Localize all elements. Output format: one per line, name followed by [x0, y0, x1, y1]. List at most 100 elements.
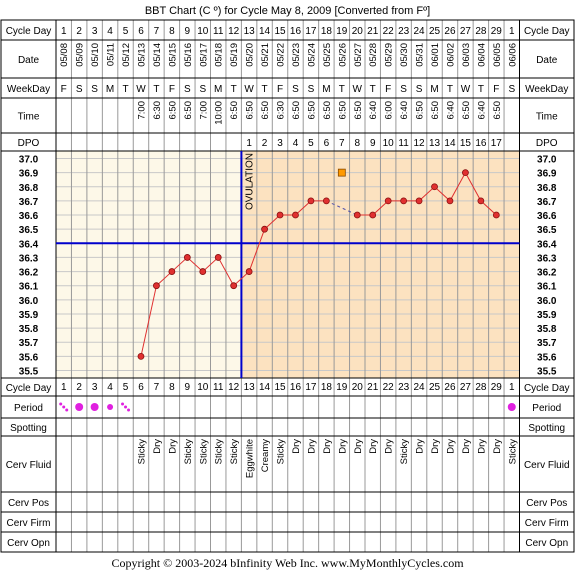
weekday-label: T — [262, 84, 268, 95]
cycle-day-label: 6 — [138, 26, 144, 37]
cerv-fluid-label: Dry — [152, 439, 163, 454]
y-tick-label-left: 36.9 — [19, 169, 39, 180]
weekday-label: F — [169, 84, 175, 95]
weekday-label: S — [508, 84, 515, 95]
temperature-point — [261, 225, 268, 233]
time-label: 6:50 — [415, 101, 426, 120]
cycle-day-label-bottom: 22 — [383, 382, 395, 393]
cerv-fluid-label: Sticky — [276, 439, 287, 465]
table-rows: Cycle Day Cycle Day Date Date WeekDay WeekDay… — [6, 26, 570, 549]
row-label-left: Cerv Opn — [7, 538, 50, 549]
weekday-label: M — [214, 84, 222, 95]
y-tick-label-left: 35.9 — [19, 310, 39, 321]
y-tick-label-left: 36.2 — [19, 268, 39, 279]
row-label-left: Cycle Day — [6, 383, 52, 394]
chart-title: BBT Chart (C º) for Cycle May 8, 2009 [C… — [145, 5, 430, 17]
date-label: 05/27 — [353, 43, 364, 67]
cycle-day-label-bottom: 10 — [197, 382, 209, 393]
y-tick-label-right: 36.1 — [537, 282, 557, 293]
cycle-day-label-bottom: 12 — [228, 382, 240, 393]
dpo-label: 13 — [429, 138, 441, 149]
time-label: 6:50 — [229, 101, 240, 120]
date-label: 05/21 — [260, 43, 271, 67]
y-tick-label-left: 36.3 — [19, 253, 39, 264]
y-tick-label-right: 35.7 — [537, 338, 557, 349]
y-tick-label-left: 36.5 — [19, 225, 39, 236]
weekday-label: S — [199, 84, 206, 95]
date-label: 05/08 — [59, 43, 70, 67]
weekday-label: W — [461, 84, 471, 95]
temperature-point — [431, 183, 438, 191]
date-label: 05/15 — [167, 43, 178, 67]
weekday-label: S — [76, 84, 83, 95]
time-label: 6:50 — [306, 101, 317, 120]
temperature-point — [292, 211, 299, 219]
row-label-right: Time — [536, 112, 558, 123]
cycle-day-label-bottom: 13 — [244, 382, 256, 393]
temperature-plot: OVULATION — [56, 151, 520, 378]
date-label: 05/10 — [90, 43, 101, 67]
weekday-label: F — [385, 84, 391, 95]
y-tick-label-left: 36.6 — [19, 211, 39, 222]
period-light-dot — [62, 405, 66, 409]
dpo-label: 5 — [308, 138, 314, 149]
row-label-left: Period — [14, 403, 43, 414]
weekday-label: M — [106, 84, 114, 95]
cycle-day-label: 11 — [213, 26, 224, 37]
date-label: 05/13 — [136, 43, 147, 67]
time-label: 6:40 — [445, 101, 456, 120]
cycle-day-label: 22 — [383, 26, 395, 37]
cerv-fluid-label: Dry — [306, 439, 317, 454]
time-label: 6:50 — [353, 101, 364, 120]
period-light-dot — [65, 408, 69, 412]
row-label-right: Cerv Firm — [525, 518, 569, 529]
row-label-right: Cycle Day — [524, 26, 570, 37]
special-marker — [337, 168, 346, 177]
cycle-day-label-bottom: 2 — [76, 382, 82, 393]
temperature-point — [307, 197, 315, 205]
time-label: 6:30 — [152, 101, 163, 120]
row-label-right: DPO — [536, 138, 558, 149]
cycle-day-label-bottom: 26 — [444, 382, 456, 393]
row-label-right: Cerv Fluid — [524, 460, 570, 471]
weekday-label: S — [292, 84, 299, 95]
weekday-label: M — [430, 84, 438, 95]
time-label: 6:50 — [492, 101, 503, 120]
cycle-day-label: 25 — [429, 26, 441, 37]
y-tick-label-left: 35.5 — [19, 367, 39, 378]
time-label: 7:00 — [198, 101, 209, 120]
cycle-day-label-bottom: 19 — [336, 382, 348, 393]
time-label: 6:40 — [476, 101, 487, 120]
y-tick-label-right: 36.4 — [537, 239, 557, 250]
date-label: 05/26 — [337, 43, 348, 67]
cycle-day-label-bottom: 8 — [169, 382, 175, 393]
row-label-left: Spotting — [10, 423, 47, 434]
dpo-label: 17 — [491, 138, 503, 149]
y-tick-label-right: 36.3 — [537, 253, 557, 264]
y-tick-label-right: 35.9 — [537, 310, 557, 321]
y-tick-label-left: 35.7 — [19, 338, 39, 349]
row-label-right: WeekDay — [525, 84, 568, 95]
dpo-label: 15 — [460, 138, 472, 149]
temperature-point — [199, 268, 207, 275]
cycle-day-label-bottom: 7 — [154, 382, 160, 393]
temperature-point — [137, 352, 145, 360]
row-label-left: Cerv Pos — [8, 498, 49, 509]
time-label: 6:50 — [260, 101, 271, 120]
temperature-point — [183, 254, 191, 261]
dpo-label: 11 — [398, 138, 409, 149]
cycle-day-label-bottom: 29 — [491, 382, 503, 393]
row-label-left: Cerv Fluid — [6, 460, 52, 471]
date-label: 05/25 — [322, 43, 333, 67]
period-light-dot — [59, 402, 63, 406]
temperature-point — [477, 197, 485, 205]
cerv-fluid-label: Eggwhite — [245, 439, 256, 478]
temperature-point — [168, 268, 176, 275]
cycle-day-label: 1 — [61, 26, 67, 37]
cerv-fluid-label: Sticky — [198, 439, 209, 465]
time-label: 6:00 — [384, 101, 395, 120]
cycle-day-label: 28 — [475, 26, 487, 37]
y-tick-label-right: 36.7 — [537, 197, 557, 208]
date-label: 06/05 — [492, 43, 503, 67]
